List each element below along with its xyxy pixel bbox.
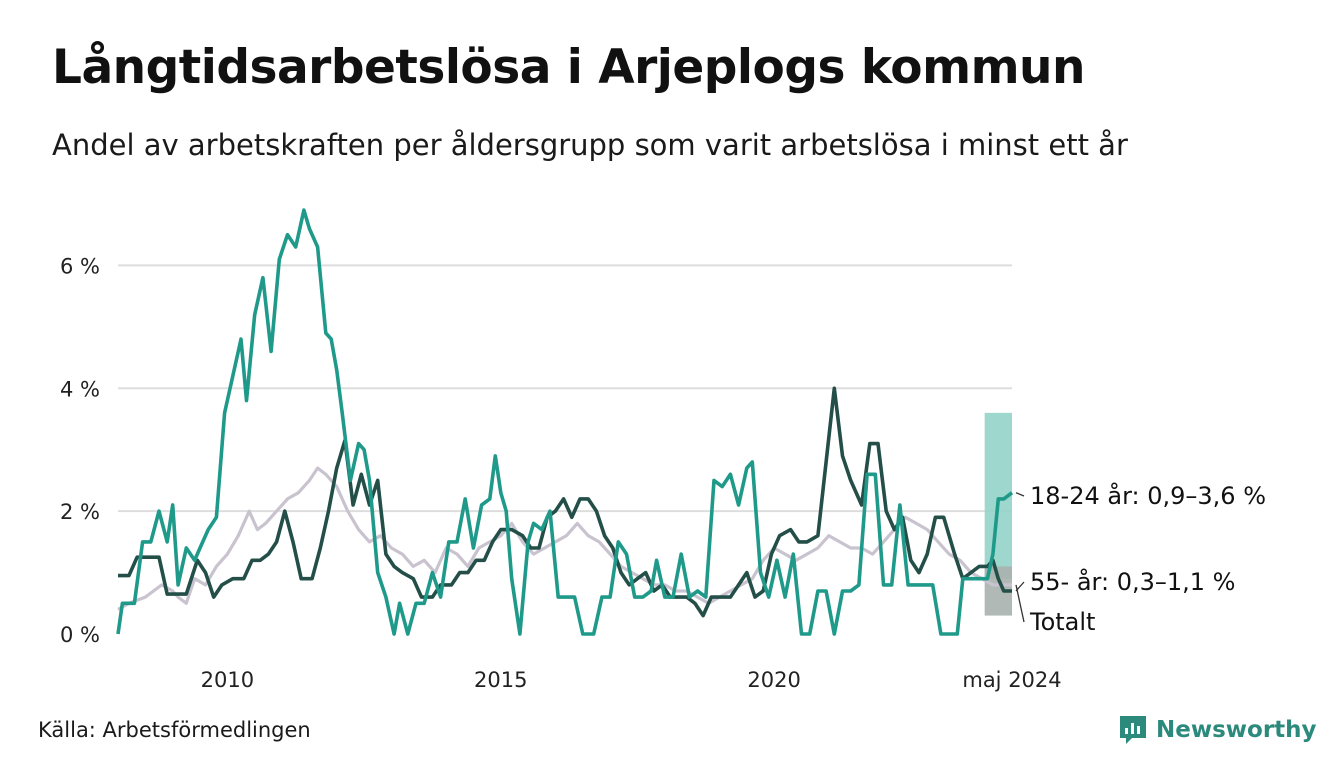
- brand-logo[interactable]: Newsworthy: [1118, 714, 1317, 746]
- label-18-24: 18-24 år: 0,9–3,6 %: [1030, 481, 1266, 510]
- y-tick-label: 4 %: [60, 377, 100, 401]
- source-note: Källa: Arbetsförmedlingen: [38, 718, 311, 742]
- series-line-totalt: [117, 466, 1012, 611]
- x-axis-ticks: 2010 2015 2020 maj 2024: [201, 668, 1062, 692]
- brand-name: Newsworthy: [1156, 717, 1317, 743]
- x-tick-label: 2010: [201, 668, 254, 692]
- x-tick-label: maj 2024: [962, 668, 1061, 692]
- series-labels: 18-24 år: 0,9–3,6 % 55- år: 0,3–1,1 % Tota…: [1015, 481, 1266, 636]
- y-tick-label: 0 %: [60, 623, 100, 647]
- series-lines: [116, 208, 1014, 636]
- gridlines: [118, 264, 1012, 513]
- label-totalt: Totalt: [1029, 608, 1095, 636]
- label-55: 55- år: 0,3–1,1 %: [1030, 567, 1235, 596]
- newsworthy-logo-icon: [1120, 716, 1146, 744]
- series-line-55: [118, 386, 1012, 618]
- label-18-24-leader: [1015, 492, 1025, 497]
- chart-title: Långtidsarbetslösa i Arjeplogs kommun: [52, 40, 1085, 95]
- y-axis-ticks: 0 % 2 % 4 % 6 %: [60, 254, 100, 647]
- y-tick-label: 2 %: [60, 500, 100, 524]
- x-tick-label: 2020: [747, 668, 800, 692]
- label-totalt-leader: [1015, 584, 1025, 623]
- series-line-18-24: [116, 208, 1014, 636]
- y-tick-label: 6 %: [60, 254, 100, 278]
- chart-subtitle: Andel av arbetskraften per åldersgrupp s…: [52, 128, 1128, 162]
- x-tick-label: 2015: [474, 668, 527, 692]
